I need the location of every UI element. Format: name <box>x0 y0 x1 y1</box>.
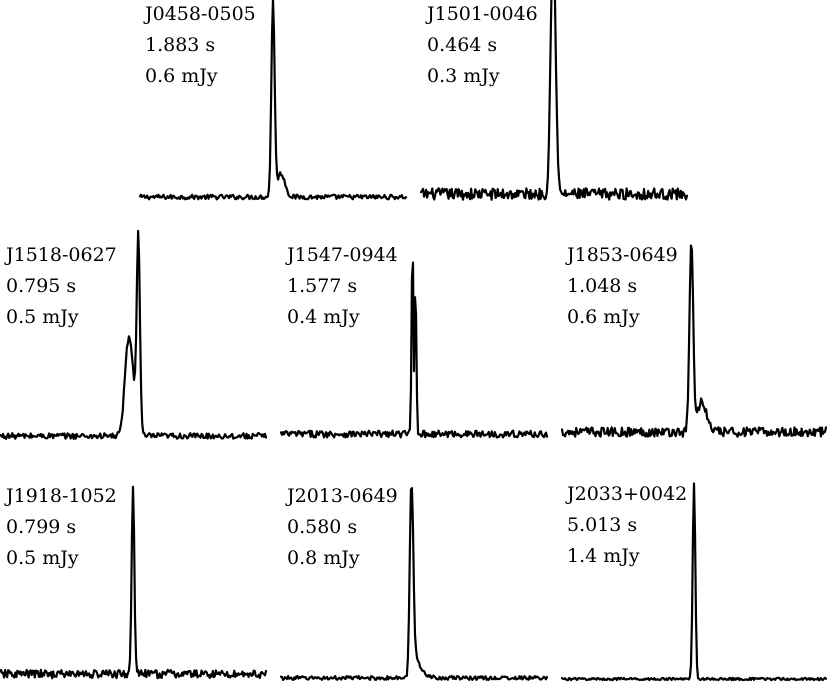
pulse-profile-line <box>0 485 268 680</box>
pulsar-flux: 0.3 mJy <box>427 65 500 87</box>
pulsar-period: 1.577 s <box>287 275 357 297</box>
pulsar-period: 1.048 s <box>567 275 637 297</box>
pulsar-name: J1918-1052 <box>4 485 117 507</box>
pulsar-name: J2013-0649 <box>285 485 398 507</box>
pulsar-flux: 0.6 mJy <box>145 65 218 87</box>
pulsar-name: J2033+0042 <box>565 483 687 505</box>
profile-panel: J1518-0627 0.795 s 0.5 mJy <box>0 229 268 440</box>
pulsar-flux: 1.4 mJy <box>567 545 640 567</box>
pulsar-name: J1518-0627 <box>4 244 117 266</box>
profile-panel: J2013-0649 0.580 s 0.8 mJy <box>279 485 549 682</box>
pulsar-period: 1.883 s <box>145 34 215 56</box>
pulsar-period: 0.464 s <box>427 34 497 56</box>
pulsar-flux: 0.5 mJy <box>6 547 79 569</box>
pulse-profile-line <box>138 0 408 201</box>
profile-panel: J0458-0505 1.883 s 0.6 mJy <box>138 0 408 201</box>
profile-panel: J1853-0649 1.048 s 0.6 mJy <box>560 244 827 438</box>
pulsar-period: 0.799 s <box>6 516 76 538</box>
pulsar-name: J0458-0505 <box>143 3 256 25</box>
pulsar-flux: 0.5 mJy <box>6 306 79 328</box>
pulsar-flux: 0.6 mJy <box>567 306 640 328</box>
profile-panel: J1547-0944 1.577 s 0.4 mJy <box>279 244 549 439</box>
pulse-profile-line <box>0 229 268 440</box>
pulse-profile-line <box>560 482 827 682</box>
profile-panel: J1501-0046 0.464 s 0.3 mJy <box>419 0 689 201</box>
pulse-profile-line <box>279 487 549 682</box>
pulsar-flux: 0.8 mJy <box>287 547 360 569</box>
pulsar-flux: 0.4 mJy <box>287 306 360 328</box>
profile-panel: J2033+0042 5.013 s 1.4 mJy <box>560 482 827 682</box>
pulsar-period: 5.013 s <box>567 514 637 536</box>
pulsar-name: J1501-0046 <box>425 3 538 25</box>
profile-panel: J1918-1052 0.799 s 0.5 mJy <box>0 485 268 680</box>
pulse-profile-line <box>419 0 689 201</box>
pulsar-period: 0.795 s <box>6 275 76 297</box>
pulsar-period: 0.580 s <box>287 516 357 538</box>
pulse-profile-line <box>279 261 549 439</box>
pulsar-name: J1853-0649 <box>565 244 678 266</box>
pulse-profile-line <box>560 244 827 438</box>
pulsar-name: J1547-0944 <box>285 244 398 266</box>
